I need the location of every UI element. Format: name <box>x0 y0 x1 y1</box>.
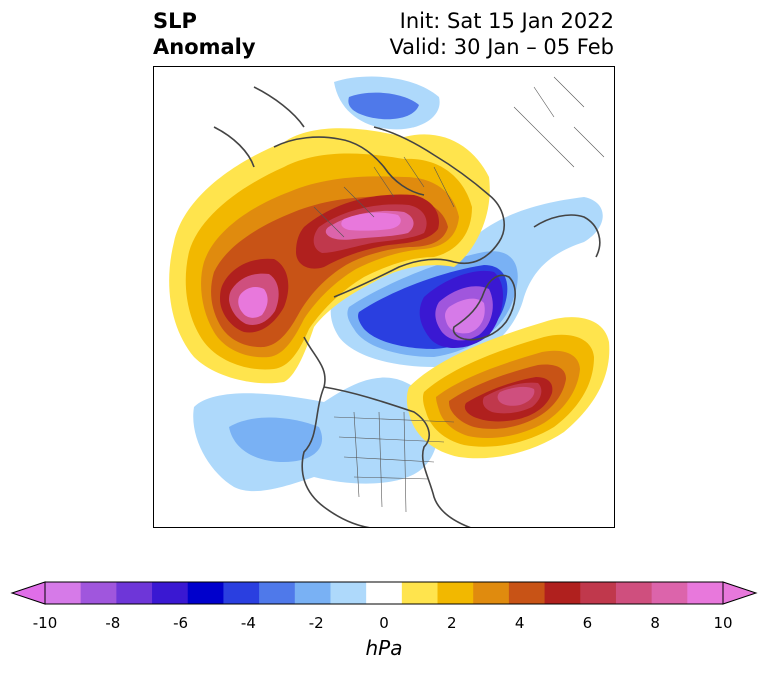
colorbar-segment <box>80 582 117 604</box>
title-subvariable: Anomaly <box>153 35 256 59</box>
colorbar-tick-label: 4 <box>514 614 525 632</box>
colorbar-tick-label: -8 <box>105 614 121 632</box>
political-borders <box>313 76 605 513</box>
colorbar-tick-label: 8 <box>650 614 660 632</box>
colorbar-segment <box>437 582 474 604</box>
colorbar-over-arrow <box>722 581 758 605</box>
colorbar-tick-label: 6 <box>582 614 593 632</box>
colorbar-segment <box>152 582 189 604</box>
colorbar-segment <box>330 582 367 604</box>
title-variable: SLP <box>153 9 197 33</box>
negative-anomaly-north <box>334 76 440 130</box>
colorbar-segment <box>615 582 653 604</box>
colorbar-units: hPa <box>365 636 403 660</box>
negative-anomaly-pacific <box>193 377 438 492</box>
colorbar-tick-label: -10 <box>32 614 58 632</box>
colorbar-tick-label: -6 <box>173 614 189 632</box>
colorbar-tick-label: -4 <box>240 614 256 632</box>
colorbar <box>10 581 758 605</box>
colorbar-outline <box>44 581 724 605</box>
colorbar-segment <box>580 582 617 604</box>
colorbar-tick-label: -2 <box>308 614 324 632</box>
colorbar-segment <box>366 582 403 604</box>
colorbar-segment <box>223 582 260 604</box>
anomaly-map <box>153 66 615 528</box>
colorbar-segment <box>544 582 581 604</box>
colorbar-segment <box>116 582 153 604</box>
colorbar-tick-label: 2 <box>447 614 457 632</box>
forecast-dates: Init: Sat 15 Jan 2022 Valid: 30 Jan – 05… <box>389 8 614 60</box>
colorbar-tick-label: 0 <box>379 614 389 632</box>
colorbar-segment <box>473 582 510 604</box>
coastlines <box>213 86 601 527</box>
valid-range: Valid: 30 Jan – 05 Feb <box>389 35 614 59</box>
colorbar-segment <box>401 582 439 604</box>
colorbar-tick-label: 10 <box>713 614 733 632</box>
colorbar-segment <box>687 582 724 604</box>
positive-anomaly-atlantic <box>406 317 610 459</box>
colorbar-under-arrow <box>10 581 46 605</box>
colorbar-segment <box>294 582 331 604</box>
colorbar-segment <box>651 582 688 604</box>
colorbar-segment <box>187 582 224 604</box>
map-canvas <box>169 76 610 527</box>
colorbar-segment <box>259 582 296 604</box>
init-date: Init: Sat 15 Jan 2022 <box>399 9 614 33</box>
positive-anomaly-eurasia <box>169 128 490 384</box>
colorbar-segment <box>508 582 546 604</box>
map-title: SLP Anomaly <box>153 8 256 60</box>
colorbar-segment <box>45 582 82 604</box>
negative-anomaly-arctic <box>330 197 603 367</box>
